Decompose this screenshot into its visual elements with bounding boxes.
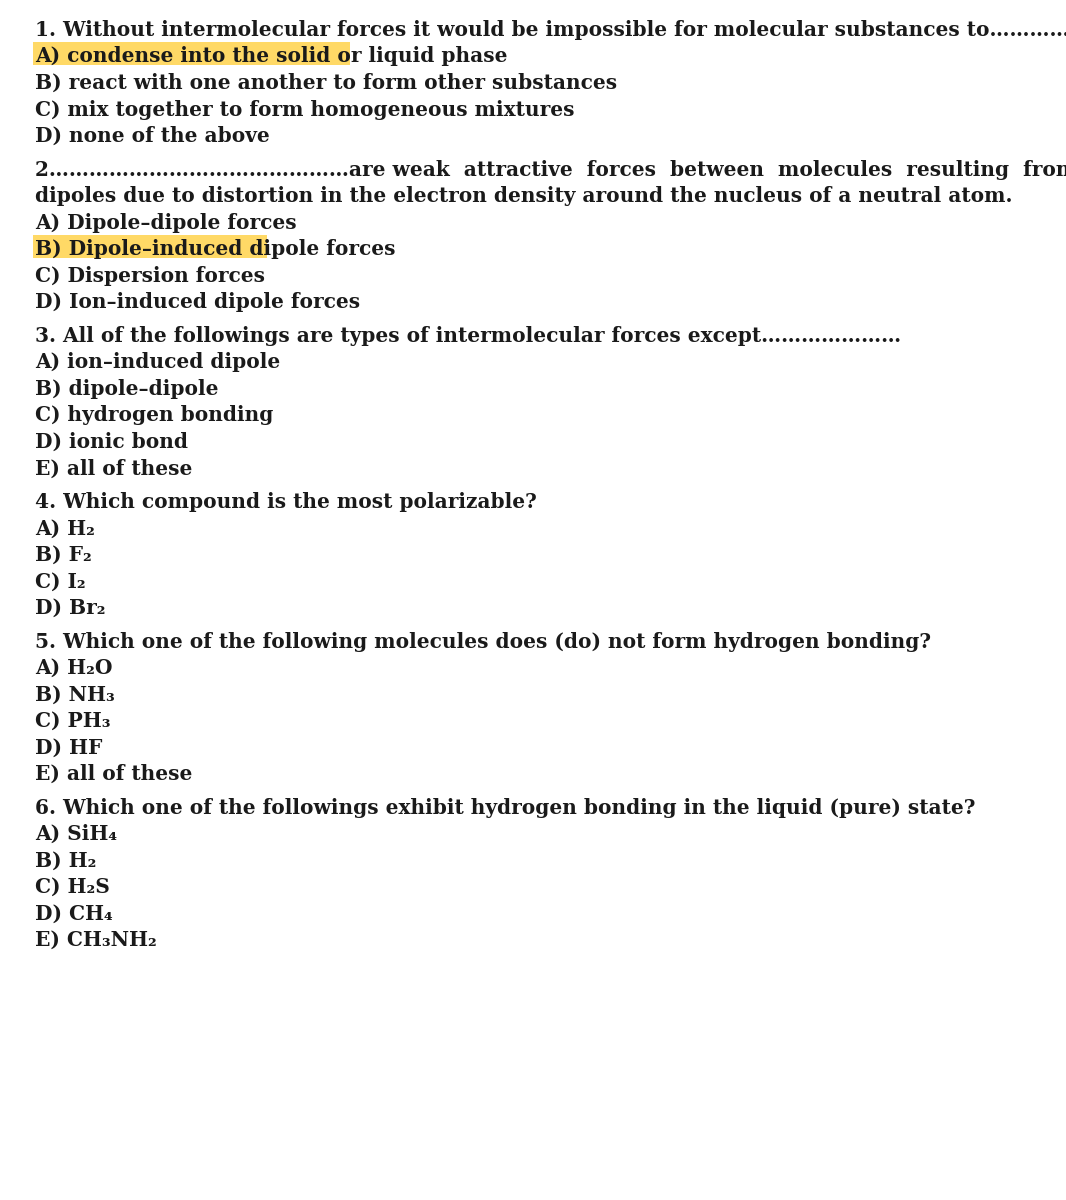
Text: D) CH₄: D) CH₄ bbox=[35, 904, 113, 924]
Text: C) H₂S: C) H₂S bbox=[35, 877, 110, 898]
Text: 2………………………………………are weak  attractive  forces  between  molecules  resulting  fro: 2………………………………………are weak attractive forc… bbox=[35, 160, 1066, 180]
Text: 4. Which compound is the most polarizable?: 4. Which compound is the most polarizabl… bbox=[35, 492, 537, 512]
Text: A) Dipole–dipole forces: A) Dipole–dipole forces bbox=[35, 212, 296, 233]
FancyBboxPatch shape bbox=[33, 235, 266, 258]
Text: B) NH₃: B) NH₃ bbox=[35, 685, 115, 704]
Text: A) H₂: A) H₂ bbox=[35, 518, 95, 539]
Text: E) CH₃NH₂: E) CH₃NH₂ bbox=[35, 930, 157, 950]
FancyBboxPatch shape bbox=[33, 42, 350, 65]
Text: B) H₂: B) H₂ bbox=[35, 851, 96, 871]
Text: B) Dipole–induced dipole forces: B) Dipole–induced dipole forces bbox=[35, 239, 395, 259]
Text: 3. All of the followings are types of intermolecular forces except…………………: 3. All of the followings are types of in… bbox=[35, 326, 901, 346]
Text: C) Dispersion forces: C) Dispersion forces bbox=[35, 265, 265, 286]
Text: dipoles due to distortion in the electron density around the nucleus of a neutra: dipoles due to distortion in the electro… bbox=[35, 186, 1013, 206]
Text: D) Br₂: D) Br₂ bbox=[35, 598, 106, 618]
Text: 5. Which one of the following molecules does (do) not form hydrogen bonding?: 5. Which one of the following molecules … bbox=[35, 631, 931, 652]
Text: D) Ion–induced dipole forces: D) Ion–induced dipole forces bbox=[35, 292, 360, 312]
Text: C) hydrogen bonding: C) hydrogen bonding bbox=[35, 406, 273, 425]
Text: A) ion–induced dipole: A) ion–induced dipole bbox=[35, 353, 280, 372]
Text: A) SiH₄: A) SiH₄ bbox=[35, 824, 117, 845]
Text: D) ionic bond: D) ionic bond bbox=[35, 432, 188, 452]
Text: E) all of these: E) all of these bbox=[35, 764, 192, 784]
Text: B) react with one another to form other substances: B) react with one another to form other … bbox=[35, 73, 617, 92]
Text: C) PH₃: C) PH₃ bbox=[35, 712, 111, 731]
Text: D) none of the above: D) none of the above bbox=[35, 126, 270, 146]
Text: C) mix together to form homogeneous mixtures: C) mix together to form homogeneous mixt… bbox=[35, 100, 575, 120]
Text: B) F₂: B) F₂ bbox=[35, 545, 92, 565]
Text: B) dipole–dipole: B) dipole–dipole bbox=[35, 379, 219, 398]
Text: E) all of these: E) all of these bbox=[35, 458, 192, 479]
Text: A) condense into the solid or liquid phase: A) condense into the solid or liquid pha… bbox=[35, 47, 507, 66]
Text: A) H₂O: A) H₂O bbox=[35, 658, 113, 678]
Text: 1. Without intermolecular forces it would be impossible for molecular substances: 1. Without intermolecular forces it woul… bbox=[35, 20, 1066, 40]
Text: 6. Which one of the followings exhibit hydrogen bonding in the liquid (pure) sta: 6. Which one of the followings exhibit h… bbox=[35, 798, 975, 817]
Text: C) I₂: C) I₂ bbox=[35, 571, 85, 592]
Text: D) HF: D) HF bbox=[35, 738, 102, 757]
